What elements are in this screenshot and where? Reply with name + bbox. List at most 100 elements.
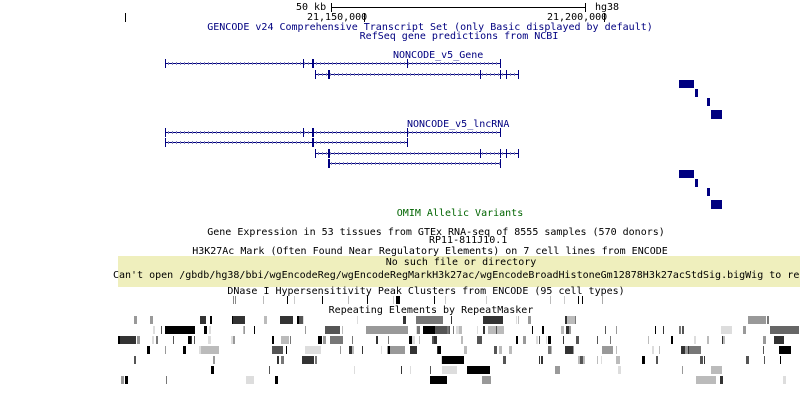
strand-arrow xyxy=(408,131,409,134)
strand-arrow xyxy=(272,131,273,134)
exon xyxy=(500,159,501,168)
strand-arrow xyxy=(419,162,420,165)
track-rmsk-label[interactable]: Repeating Elements by RepeatMasker xyxy=(328,305,534,316)
repeat-element xyxy=(563,336,564,344)
strand-arrow xyxy=(176,62,177,65)
repeat-element xyxy=(366,326,408,334)
transcript[interactable] xyxy=(165,128,501,137)
strand-arrow xyxy=(334,73,335,76)
track-refseq-label[interactable]: RefSeq gene predictions from NCBI xyxy=(359,31,559,42)
strand-arrow xyxy=(386,152,387,155)
repeat-element xyxy=(357,316,358,324)
exon xyxy=(315,70,316,79)
repeat-element xyxy=(423,326,435,334)
repeat-element xyxy=(764,356,765,364)
track-gtex-label[interactable]: Gene Expression in 53 tissues from GTEx … xyxy=(207,227,665,238)
strand-arrow xyxy=(336,141,337,144)
exon xyxy=(407,138,408,147)
strand-arrow xyxy=(458,152,459,155)
repeat-element xyxy=(231,336,234,344)
repeat-element xyxy=(204,326,207,334)
track-noncode-lncrna-label[interactable]: NONCODE_v5_lncRNA xyxy=(407,119,510,130)
strand-arrow xyxy=(168,141,169,144)
strand-arrow xyxy=(216,141,217,144)
strand-arrow xyxy=(394,152,395,155)
repeat-element xyxy=(566,326,569,334)
track-dnase-label[interactable]: DNase I Hypersensitivity Peak Clusters f… xyxy=(227,286,625,297)
strand-arrow xyxy=(252,141,253,144)
strand-arrow xyxy=(451,162,452,165)
repeat-element xyxy=(548,336,551,344)
strand-arrow xyxy=(416,131,417,134)
strand-arrow xyxy=(184,131,185,134)
strand-arrow xyxy=(430,152,431,155)
strand-arrow xyxy=(376,141,377,144)
repeat-element xyxy=(401,366,402,374)
strand-arrow xyxy=(308,131,309,134)
repeat-element xyxy=(518,316,519,324)
strand-arrow xyxy=(296,131,297,134)
strand-arrow xyxy=(328,141,329,144)
repeat-element xyxy=(696,376,716,384)
strand-arrow xyxy=(380,62,381,65)
strand-arrow xyxy=(454,152,455,155)
strand-arrow xyxy=(343,162,344,165)
strand-arrow xyxy=(336,131,337,134)
repeat-element xyxy=(642,356,645,364)
strand-arrow xyxy=(363,162,364,165)
track-gencode-label[interactable]: GENCODE v24 Comprehensive Transcript Set… xyxy=(207,22,653,33)
strand-arrow xyxy=(180,62,181,65)
ruler-tick-1 xyxy=(364,13,365,22)
strand-arrow xyxy=(387,162,388,165)
repeat-element xyxy=(173,336,174,344)
repeat-element xyxy=(597,356,598,364)
repeat-element xyxy=(150,316,153,324)
track-omim-label[interactable]: OMIM Allelic Variants xyxy=(396,208,524,219)
repeat-element xyxy=(555,366,560,374)
repeat-element xyxy=(682,326,684,334)
strand-arrow xyxy=(510,152,511,155)
strand-arrow xyxy=(392,62,393,65)
strand-arrow xyxy=(460,131,461,134)
repeat-element xyxy=(188,336,191,344)
repeat-element xyxy=(161,326,162,334)
transcript[interactable] xyxy=(315,70,519,79)
strand-arrow xyxy=(442,152,443,155)
strand-arrow xyxy=(300,141,301,144)
strand-arrow xyxy=(374,152,375,155)
repeat-element xyxy=(509,346,512,354)
gtex-gene-label[interactable]: RP11-811J10.1 xyxy=(429,235,508,246)
strand-arrow xyxy=(448,62,449,65)
strand-arrow xyxy=(406,73,407,76)
transcript[interactable] xyxy=(328,159,501,168)
strand-arrow xyxy=(326,152,327,155)
strand-arrow xyxy=(398,73,399,76)
strand-arrow xyxy=(378,73,379,76)
strand-arrow xyxy=(240,62,241,65)
repeat-element xyxy=(779,346,782,354)
strand-arrow xyxy=(414,152,415,155)
strand-arrow xyxy=(204,131,205,134)
repeat-element xyxy=(546,336,547,344)
track-noncode-gene-label[interactable]: NONCODE_v5_Gene xyxy=(393,50,484,61)
track-h3k27ac-label[interactable]: H3K27Ac Mark (Often Found Near Regulator… xyxy=(192,246,668,257)
strand-arrow xyxy=(404,131,405,134)
strand-arrow xyxy=(272,62,273,65)
strand-arrow xyxy=(316,141,317,144)
transcript[interactable] xyxy=(315,149,519,158)
strand-arrow xyxy=(420,62,421,65)
strand-arrow xyxy=(480,131,481,134)
strand-arrow xyxy=(378,152,379,155)
transcript[interactable] xyxy=(165,138,408,147)
strand-arrow xyxy=(336,62,337,65)
transcript[interactable] xyxy=(165,59,501,68)
repeat-element xyxy=(568,326,571,334)
strand-arrow xyxy=(434,73,435,76)
strand-arrow xyxy=(280,131,281,134)
strand-arrow xyxy=(200,131,201,134)
strand-arrow xyxy=(252,62,253,65)
strand-arrow xyxy=(470,152,471,155)
strand-arrow xyxy=(320,62,321,65)
exon xyxy=(315,149,316,158)
